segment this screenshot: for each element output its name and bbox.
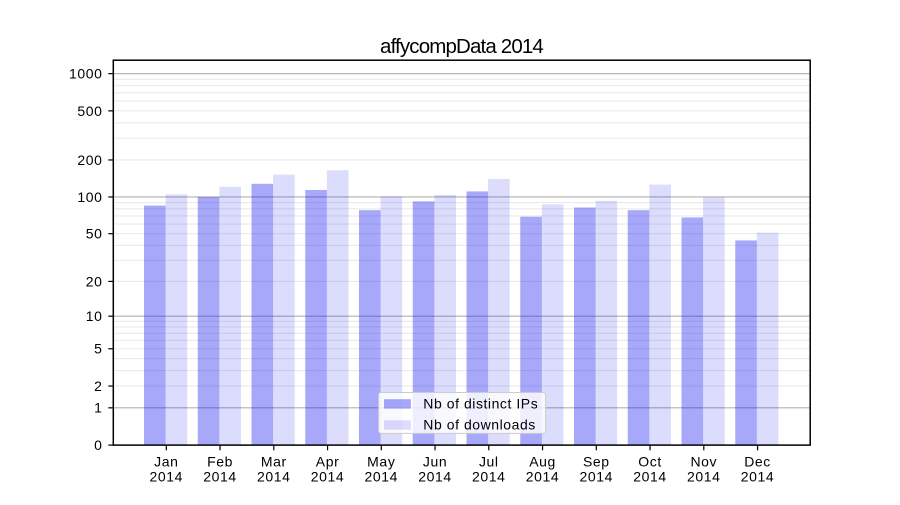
svg-text:Mar: Mar bbox=[261, 454, 287, 470]
svg-text:5: 5 bbox=[94, 341, 102, 357]
svg-text:20: 20 bbox=[86, 273, 103, 289]
svg-text:Jul: Jul bbox=[479, 454, 499, 470]
svg-text:1: 1 bbox=[94, 400, 102, 416]
svg-text:Aug: Aug bbox=[529, 454, 556, 470]
svg-text:0: 0 bbox=[94, 437, 102, 453]
svg-text:Sep: Sep bbox=[583, 454, 610, 470]
svg-text:100: 100 bbox=[77, 189, 102, 205]
svg-text:2: 2 bbox=[94, 378, 102, 394]
svg-text:200: 200 bbox=[77, 152, 102, 168]
svg-text:2014: 2014 bbox=[741, 468, 775, 484]
svg-text:2014: 2014 bbox=[203, 468, 237, 484]
svg-text:2014: 2014 bbox=[580, 468, 614, 484]
svg-text:Nb of distinct IPs: Nb of distinct IPs bbox=[423, 395, 538, 411]
svg-text:Nov: Nov bbox=[690, 454, 717, 470]
svg-text:2014: 2014 bbox=[311, 468, 345, 484]
svg-text:1000: 1000 bbox=[69, 66, 103, 82]
svg-text:Apr: Apr bbox=[316, 454, 340, 470]
svg-text:2014: 2014 bbox=[472, 468, 506, 484]
svg-text:2014: 2014 bbox=[633, 468, 667, 484]
svg-text:500: 500 bbox=[77, 103, 102, 119]
svg-text:Jun: Jun bbox=[423, 454, 447, 470]
svg-text:10: 10 bbox=[86, 308, 103, 324]
svg-text:May: May bbox=[367, 454, 395, 470]
svg-text:Feb: Feb bbox=[207, 454, 233, 470]
svg-text:affycompData 2014: affycompData 2014 bbox=[380, 35, 543, 58]
svg-text:2014: 2014 bbox=[150, 468, 184, 484]
svg-text:Nb of downloads: Nb of downloads bbox=[423, 417, 536, 433]
svg-text:2014: 2014 bbox=[526, 468, 560, 484]
svg-text:Oct: Oct bbox=[638, 454, 662, 470]
svg-text:2014: 2014 bbox=[687, 468, 721, 484]
svg-text:2014: 2014 bbox=[365, 468, 399, 484]
svg-text:2014: 2014 bbox=[418, 468, 452, 484]
svg-text:Jan: Jan bbox=[154, 454, 178, 470]
svg-text:50: 50 bbox=[86, 226, 103, 242]
svg-text:2014: 2014 bbox=[257, 468, 291, 484]
svg-text:Dec: Dec bbox=[744, 454, 771, 470]
